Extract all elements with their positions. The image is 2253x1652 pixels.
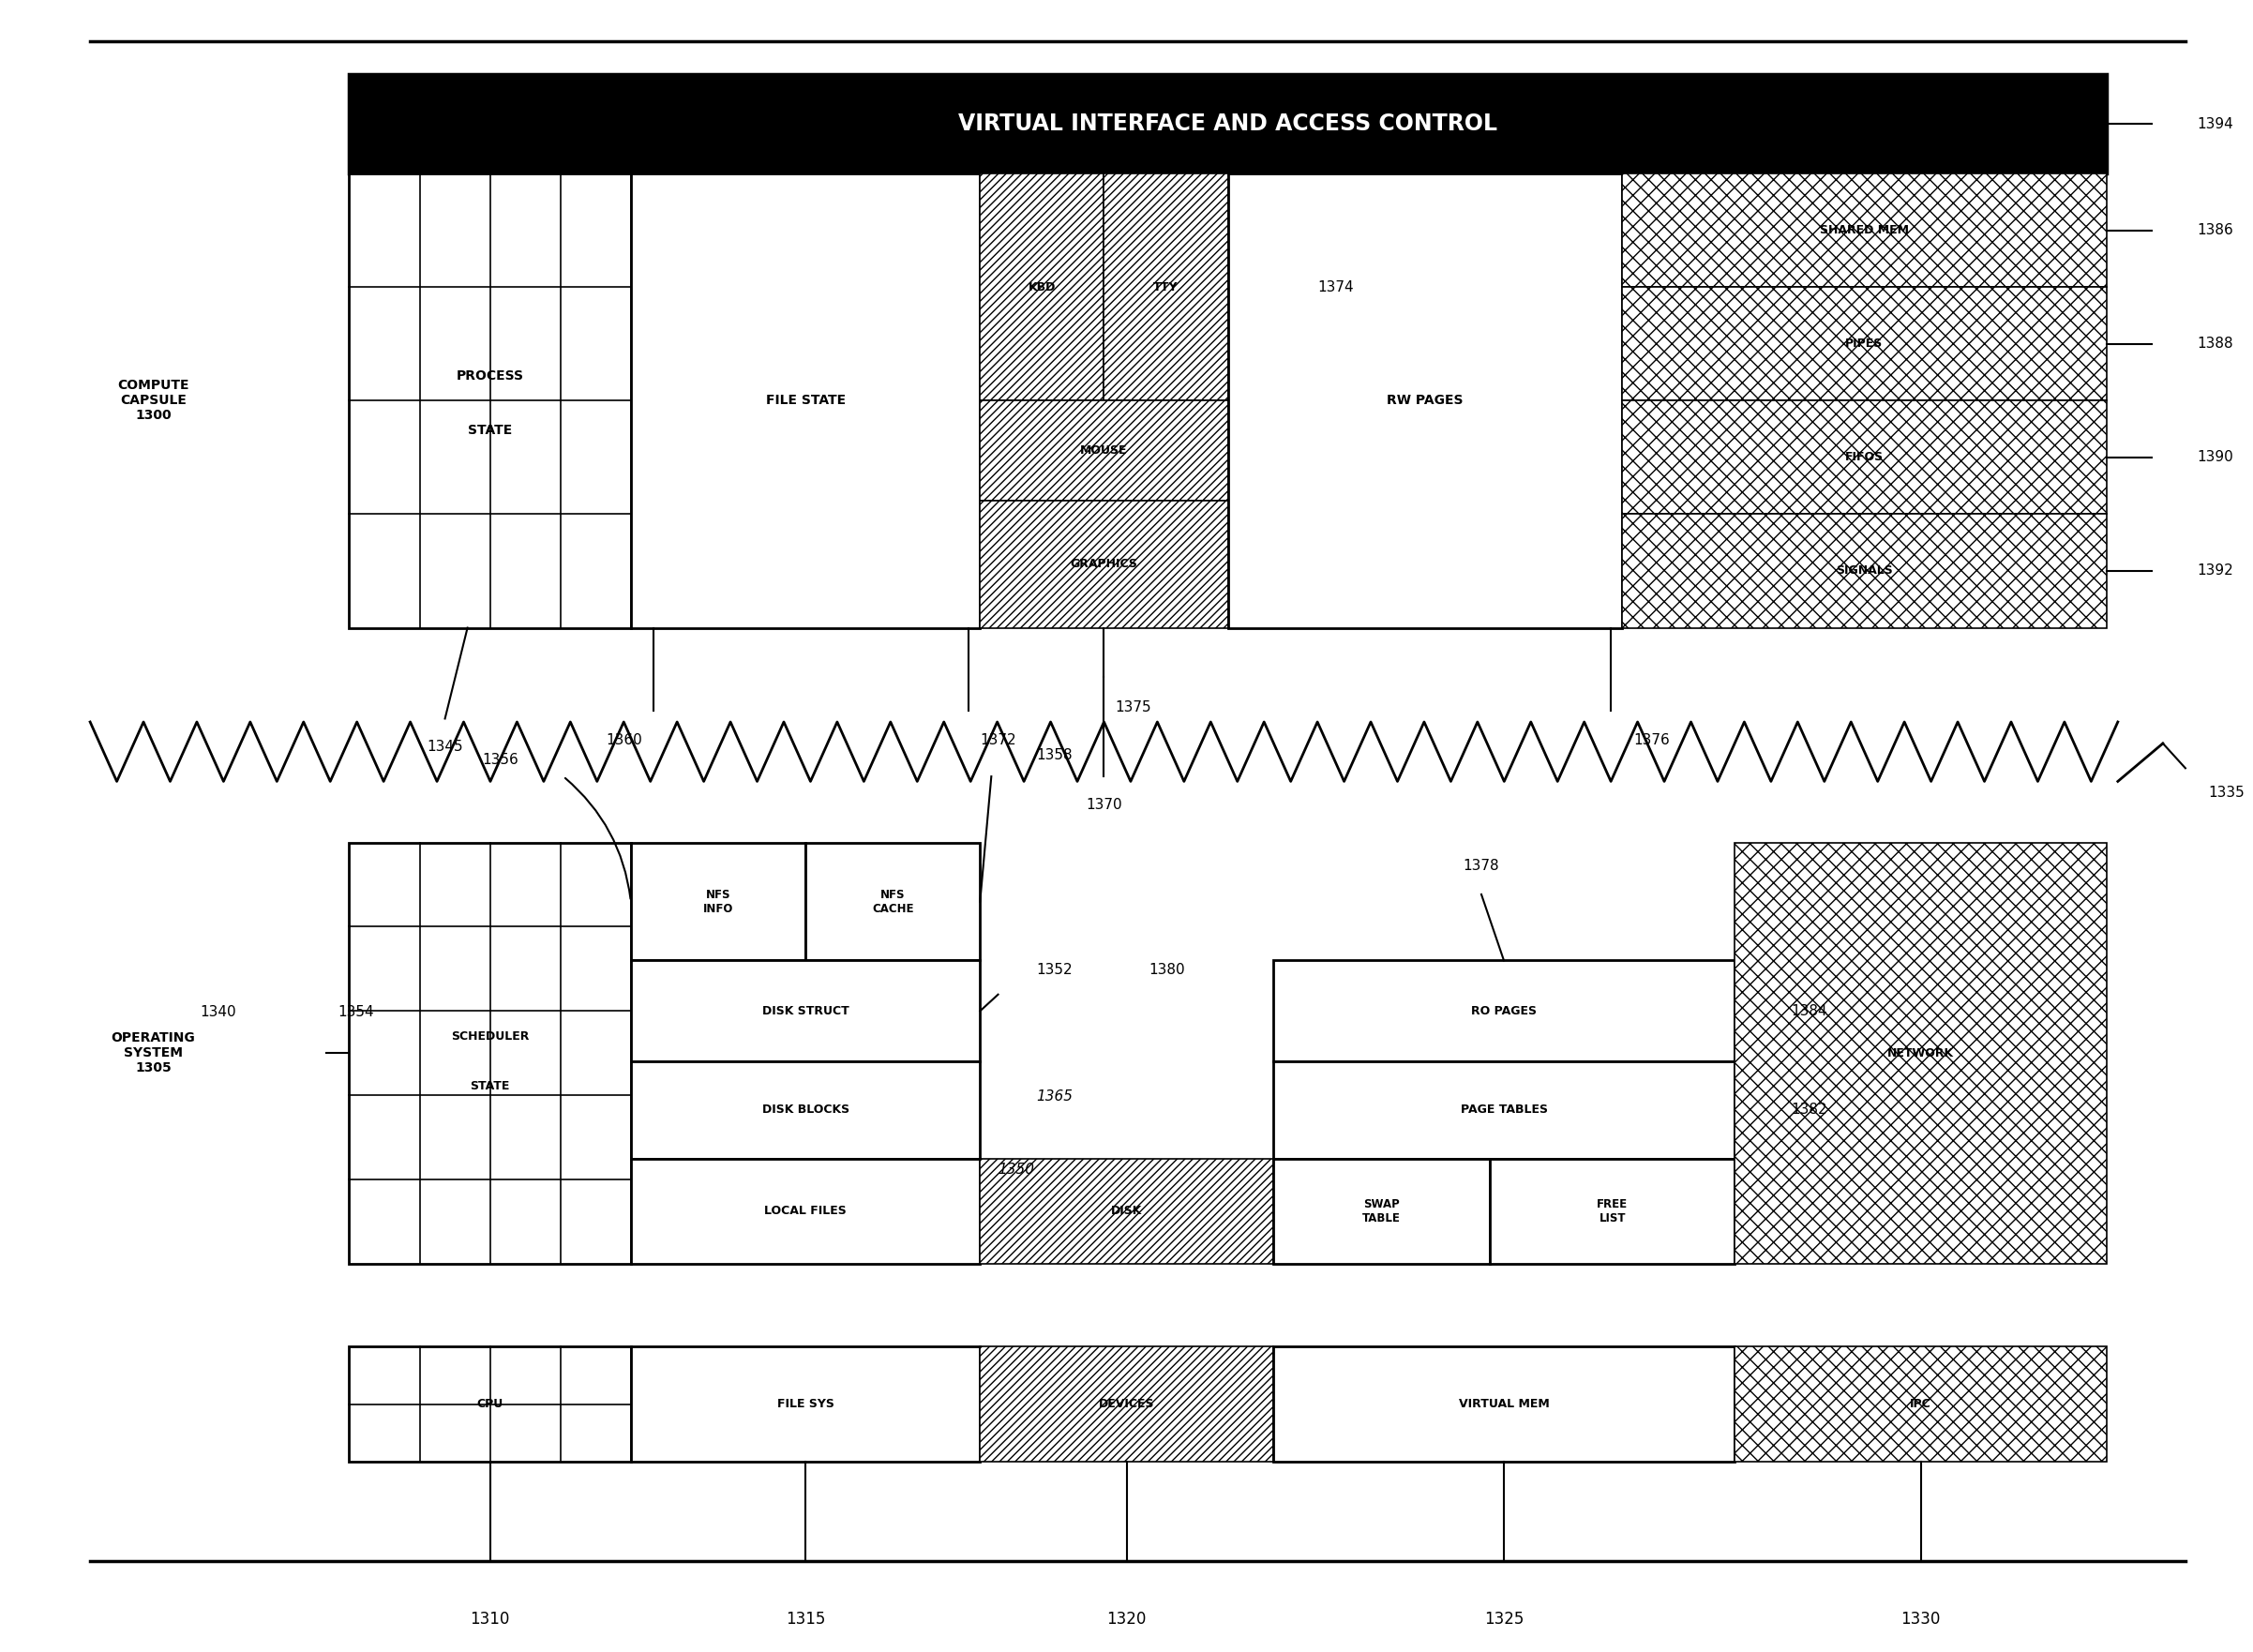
Text: 1350: 1350: [998, 1163, 1034, 1176]
Text: FIFOS: FIFOS: [1845, 451, 1884, 464]
Bar: [1273, 960, 1735, 1062]
Text: 1388: 1388: [2197, 337, 2233, 350]
Bar: [1622, 514, 2107, 628]
Text: SIGNALS: SIGNALS: [1836, 565, 1893, 577]
Bar: [1735, 843, 2107, 1264]
Bar: [1273, 1158, 1489, 1264]
Text: PIPES: PIPES: [1845, 337, 1884, 350]
Bar: [980, 1158, 1273, 1264]
Text: IPC: IPC: [1911, 1398, 1931, 1411]
Bar: [1273, 1062, 1735, 1158]
Text: 1392: 1392: [2197, 563, 2233, 578]
Bar: [631, 173, 980, 628]
Bar: [631, 1346, 980, 1462]
Text: SCHEDULER: SCHEDULER: [451, 1031, 529, 1042]
Bar: [1228, 173, 1622, 628]
Bar: [631, 1158, 980, 1264]
Bar: [349, 74, 2107, 173]
Text: RW PAGES: RW PAGES: [1388, 395, 1462, 406]
Bar: [1622, 173, 2107, 287]
Text: RO PAGES: RO PAGES: [1471, 1004, 1537, 1018]
Bar: [980, 173, 1104, 400]
Text: 1325: 1325: [1485, 1611, 1523, 1627]
Text: 1386: 1386: [2197, 223, 2233, 238]
Text: MOUSE: MOUSE: [1079, 444, 1129, 456]
Bar: [980, 501, 1228, 628]
Text: DEVICES: DEVICES: [1099, 1398, 1154, 1411]
Bar: [631, 1062, 980, 1158]
Bar: [349, 173, 631, 628]
Bar: [1735, 1346, 2107, 1462]
Text: PROCESS: PROCESS: [457, 370, 523, 382]
Bar: [349, 1346, 631, 1462]
Text: 1370: 1370: [1086, 798, 1122, 811]
Bar: [980, 400, 1228, 501]
Text: 1335: 1335: [2208, 786, 2244, 800]
Text: PAGE TABLES: PAGE TABLES: [1460, 1104, 1548, 1117]
Text: KBD: KBD: [1027, 281, 1057, 292]
Bar: [631, 960, 980, 1062]
Text: DISK BLOCKS: DISK BLOCKS: [762, 1104, 849, 1117]
Bar: [1622, 400, 2107, 514]
Text: 1358: 1358: [1036, 748, 1072, 762]
Text: STATE: STATE: [471, 1080, 509, 1092]
Text: FREE
LIST: FREE LIST: [1597, 1198, 1629, 1224]
Text: 1330: 1330: [1902, 1611, 1940, 1627]
Text: DISK: DISK: [1111, 1204, 1142, 1218]
Text: SHARED MEM: SHARED MEM: [1820, 225, 1908, 236]
Text: 1354: 1354: [338, 1004, 374, 1019]
Text: 1376: 1376: [1633, 733, 1669, 747]
Text: TTY: TTY: [1154, 281, 1178, 292]
Text: 1360: 1360: [606, 733, 642, 747]
Text: DISK STRUCT: DISK STRUCT: [762, 1004, 849, 1018]
Text: 1340: 1340: [201, 1004, 237, 1019]
Text: 1356: 1356: [482, 753, 518, 767]
Text: STATE: STATE: [469, 425, 511, 436]
Text: 1320: 1320: [1106, 1611, 1147, 1627]
Text: NFS
INFO: NFS INFO: [703, 889, 732, 915]
Text: 1372: 1372: [980, 733, 1016, 747]
Bar: [1104, 173, 1228, 400]
Bar: [1622, 287, 2107, 400]
Text: VIRTUAL INTERFACE AND ACCESS CONTROL: VIRTUAL INTERFACE AND ACCESS CONTROL: [958, 112, 1498, 135]
Text: OPERATING
SYSTEM
1305: OPERATING SYSTEM 1305: [110, 1031, 196, 1075]
Text: 1374: 1374: [1318, 279, 1354, 294]
Bar: [807, 843, 980, 960]
Bar: [631, 843, 807, 960]
Bar: [1489, 1158, 1735, 1264]
Text: NETWORK: NETWORK: [1888, 1047, 1953, 1059]
Bar: [1273, 1346, 1735, 1462]
Text: GRAPHICS: GRAPHICS: [1070, 558, 1138, 570]
Text: CPU: CPU: [478, 1398, 502, 1411]
Text: 1352: 1352: [1036, 963, 1072, 976]
Text: 1384: 1384: [1791, 1004, 1827, 1018]
Bar: [980, 1346, 1273, 1462]
Text: FILE STATE: FILE STATE: [766, 395, 845, 406]
Text: SWAP
TABLE: SWAP TABLE: [1363, 1198, 1401, 1224]
Text: LOCAL FILES: LOCAL FILES: [764, 1204, 847, 1218]
Text: COMPUTE
CAPSULE
1300: COMPUTE CAPSULE 1300: [117, 378, 189, 423]
Text: 1315: 1315: [786, 1611, 825, 1627]
Bar: [349, 843, 631, 1264]
Text: 1375: 1375: [1115, 700, 1151, 714]
Text: FILE SYS: FILE SYS: [777, 1398, 834, 1411]
Text: 1390: 1390: [2197, 451, 2233, 464]
Text: 1378: 1378: [1462, 859, 1500, 874]
Text: VIRTUAL MEM: VIRTUAL MEM: [1458, 1398, 1550, 1411]
Text: NFS
CACHE: NFS CACHE: [872, 889, 915, 915]
Text: 1380: 1380: [1149, 963, 1185, 976]
Text: 1382: 1382: [1791, 1104, 1827, 1117]
Text: 1365: 1365: [1036, 1090, 1072, 1104]
Text: 1310: 1310: [471, 1611, 509, 1627]
Text: 1345: 1345: [426, 740, 464, 753]
Text: 1394: 1394: [2197, 117, 2233, 131]
